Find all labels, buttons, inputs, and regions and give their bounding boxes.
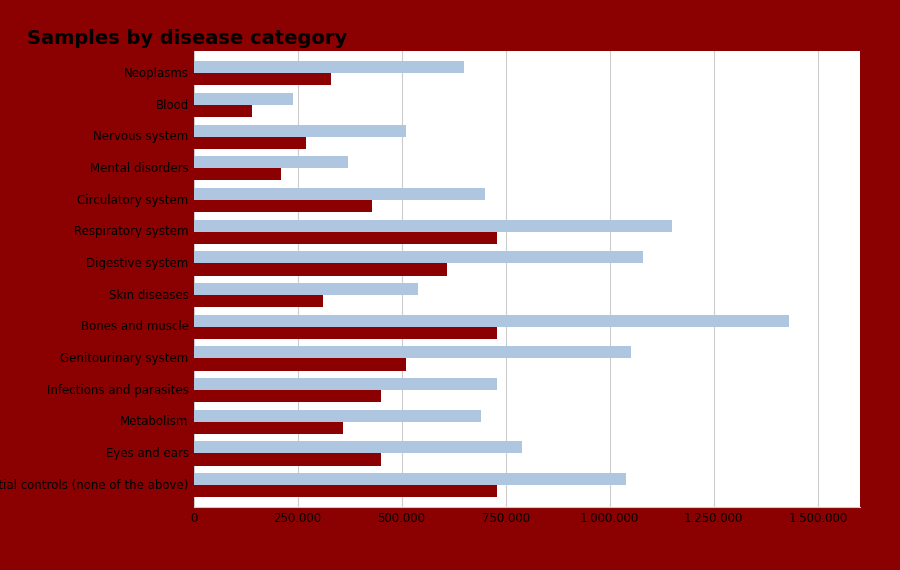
- Bar: [194, 263, 447, 275]
- Bar: [194, 93, 293, 105]
- Bar: [194, 125, 406, 137]
- Bar: [194, 454, 381, 466]
- Bar: [194, 295, 322, 307]
- Bar: [194, 137, 306, 149]
- Bar: [194, 473, 626, 485]
- Text: Samples by disease category: Samples by disease category: [27, 28, 347, 47]
- Bar: [194, 485, 498, 497]
- Bar: [194, 169, 281, 181]
- Bar: [194, 283, 418, 295]
- Bar: [194, 220, 672, 232]
- Bar: [194, 200, 373, 212]
- Bar: [194, 347, 631, 359]
- Bar: [194, 188, 485, 200]
- Bar: [194, 232, 498, 244]
- Bar: [194, 156, 347, 169]
- Bar: [194, 251, 643, 263]
- Bar: [194, 390, 381, 402]
- Bar: [194, 441, 522, 454]
- Bar: [194, 378, 498, 390]
- Bar: [194, 410, 481, 422]
- Bar: [194, 359, 406, 371]
- Bar: [194, 62, 464, 74]
- Bar: [194, 105, 252, 117]
- Bar: [194, 422, 344, 434]
- Bar: [194, 74, 331, 86]
- Bar: [194, 315, 788, 327]
- Bar: [194, 327, 498, 339]
